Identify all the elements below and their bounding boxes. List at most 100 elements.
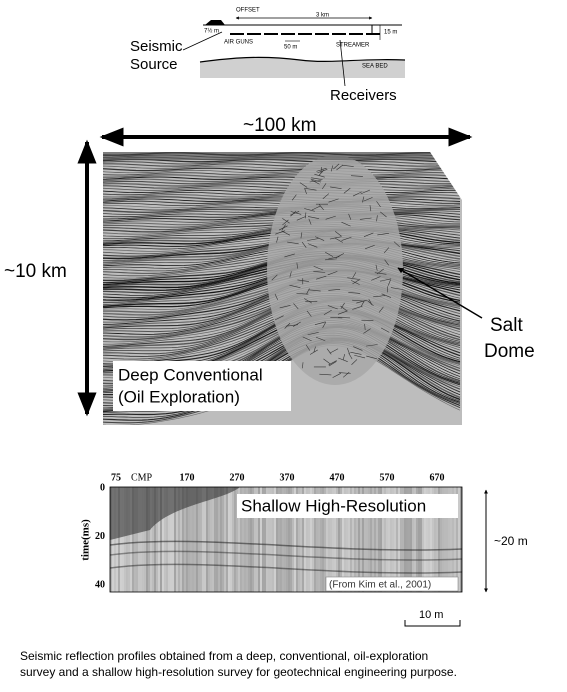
time-tick-label: 0 [100,482,105,493]
dome-texture [321,183,327,190]
dome-texture [351,359,358,365]
reflector [103,172,461,176]
cmp-tick-label: 270 [230,472,245,483]
cmp-tick-label: 570 [380,472,395,483]
dome-texture [328,360,337,366]
offset-label: OFFSET [236,8,260,14]
dome-texture [296,262,298,269]
dome-texture [366,344,378,347]
dome-texture [374,272,387,275]
width-label: ~100 km [243,115,316,136]
dome-texture [306,310,312,317]
reflector [103,191,461,196]
dome-texture [380,278,392,282]
dome-texture [302,362,304,369]
dome-texture [271,274,278,281]
dome-texture [304,212,307,219]
dome-texture [290,210,297,217]
dome-texture [324,251,334,257]
caption-line: survey and a shallow high-resolution sur… [20,665,457,679]
dome-texture [313,271,326,273]
reflector [103,196,461,200]
dome-texture [302,336,312,342]
reflector [103,189,461,194]
dome-texture [371,276,381,281]
caption-box-line: (Oil Exploration) [118,387,240,406]
dome-texture [314,173,325,178]
dome-texture [282,219,289,226]
dome-texture [289,271,292,278]
dome-texture [360,189,371,195]
reflector [103,165,461,169]
dome-texture [307,238,319,241]
reflector [103,185,461,189]
reflector [103,182,461,187]
dome-texture [281,224,286,231]
dome-texture [377,233,389,236]
dome-texture [322,193,330,199]
dome-texture [376,201,381,208]
caption-box [237,494,458,518]
dome-texture [361,300,365,307]
cmp-tick-label: 670 [430,472,445,483]
dome-texture [274,293,279,300]
cmp-tick-label: 370 [280,472,295,483]
dome-texture [307,216,320,219]
caption-box-line: Deep Conventional [118,365,263,384]
receivers-label: Receivers [330,87,397,104]
dome-texture [348,213,352,220]
dome-texture [305,188,317,191]
reflector [103,200,461,205]
dome-texture [296,293,309,295]
dome-texture [334,231,342,237]
dome-texture [313,265,324,271]
shallow-seismic-image [110,487,462,592]
dome-texture [313,346,316,353]
dome-texture [376,215,378,222]
dome-texture [341,221,351,227]
dome-texture [319,373,332,376]
dome-texture [328,289,341,291]
streamer-depth-label: 15 m [384,30,397,36]
dome-texture [376,268,384,275]
dome-texture [352,299,365,302]
dome-texture [368,298,373,306]
dome-texture [284,253,295,258]
cmp-tick-label: 75 [111,472,121,483]
caption-line: Seismic reflection profiles obtained fro… [20,649,428,663]
reflector [103,174,461,178]
dome-texture [303,298,313,304]
feature-arrow [397,267,483,319]
dome-texture [311,205,321,211]
dome-texture [278,225,288,231]
dome-texture [363,328,371,334]
cmp-label: CMP [131,472,153,483]
dome-texture [329,348,339,354]
dome-texture [333,163,340,170]
dome-texture [332,373,342,378]
dome-texture [381,293,392,298]
dome-texture [291,194,297,201]
dome-texture [347,348,350,355]
source-label: Source [130,56,178,73]
reflector [110,563,462,574]
dome-texture [380,327,390,333]
dome-texture [316,167,327,172]
dome-texture [337,310,348,315]
dome-texture [328,198,339,203]
dome-texture [299,182,308,188]
cmp-axis: 75 170 270 370 470 570 670 [111,472,445,483]
dome-texture [330,317,343,319]
salt-dome [267,155,403,385]
dome-texture [327,305,338,310]
dome-texture [314,321,326,325]
streamer-length-label: 3 km [316,13,329,19]
dome-texture [311,177,323,181]
dome-texture [364,324,366,331]
reflector [103,167,461,172]
spacing-label: 50 m [284,45,297,51]
dome-texture [363,232,374,237]
dome-texture [301,241,307,248]
dome-texture [328,361,337,367]
